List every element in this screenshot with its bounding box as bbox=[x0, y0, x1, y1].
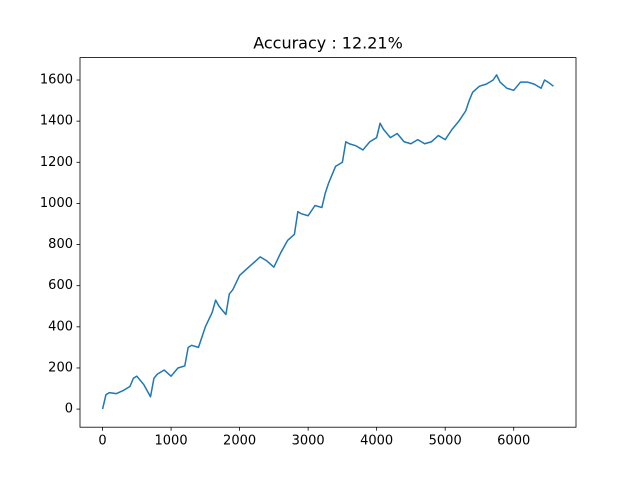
x-tick-label: 2000 bbox=[223, 434, 256, 449]
axes-frame bbox=[79, 57, 577, 428]
x-tick-label: 6000 bbox=[497, 434, 530, 449]
x-tick-label: 5000 bbox=[429, 434, 462, 449]
data-line bbox=[101, 74, 554, 410]
y-tick-label: 200 bbox=[48, 360, 73, 375]
y-tick-label: 400 bbox=[48, 319, 73, 334]
x-tick-label: 0 bbox=[98, 434, 106, 449]
y-tick-label: 1200 bbox=[40, 155, 73, 170]
y-tick-label: 1400 bbox=[40, 114, 73, 129]
y-tick-label: 600 bbox=[48, 278, 73, 293]
x-tick-label: 1000 bbox=[155, 434, 188, 449]
chart-title: Accuracy : 12.21% bbox=[253, 34, 403, 53]
y-tick-label: 800 bbox=[48, 237, 73, 252]
y-tick-label: 1600 bbox=[40, 73, 73, 88]
x-tick-label: 4000 bbox=[360, 434, 393, 449]
y-tick-label: 0 bbox=[65, 402, 73, 417]
x-tick-label: 3000 bbox=[292, 434, 325, 449]
y-tick-label: 1000 bbox=[40, 196, 73, 211]
